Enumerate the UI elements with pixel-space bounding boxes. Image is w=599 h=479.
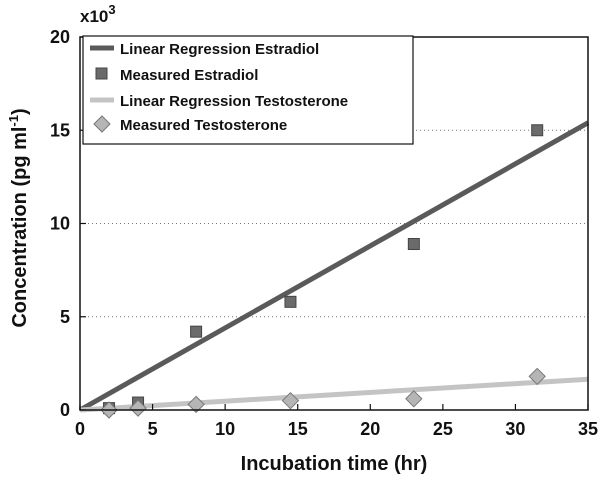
data-point-estradiol bbox=[407, 238, 420, 251]
legend-label: Linear Regression Estradiol bbox=[120, 41, 319, 58]
y-multiplier-exponent: 3 bbox=[108, 2, 115, 17]
y-tick-label: 20 bbox=[50, 27, 70, 47]
x-tick-label: 15 bbox=[288, 419, 308, 439]
legend-item-measured-estradiol: Measured Estradiol bbox=[95, 67, 258, 84]
data-point-testosterone bbox=[405, 390, 423, 408]
x-tick-label: 25 bbox=[433, 419, 453, 439]
legend-item-linear-regression-testosterone: Linear Regression Testosterone bbox=[90, 93, 348, 110]
x-tick-label: 20 bbox=[360, 419, 380, 439]
legend-item-measured-testosterone: Measured Testosterone bbox=[93, 115, 287, 134]
y-tick-label: 15 bbox=[50, 120, 70, 140]
regression-line bbox=[78, 120, 590, 413]
data-point-estradiol bbox=[531, 124, 544, 137]
data-point-testosterone bbox=[187, 395, 205, 414]
y-axis-label: Concentration (pg ml-1) bbox=[6, 108, 31, 327]
data-point-testosterone bbox=[528, 367, 546, 386]
legend-label: Linear Regression Testosterone bbox=[120, 93, 348, 110]
y-multiplier-label: x103 bbox=[80, 2, 116, 26]
data-point-estradiol bbox=[190, 325, 203, 338]
y-axis-label-end: ) bbox=[9, 108, 31, 115]
y-tick-label: 0 bbox=[60, 400, 70, 420]
legend-label: Measured Estradiol bbox=[120, 67, 258, 84]
x-tick-label: 0 bbox=[75, 419, 85, 439]
x-tick-label: 10 bbox=[215, 419, 235, 439]
x-tick-label: 5 bbox=[148, 419, 158, 439]
legend-diamond-marker bbox=[93, 115, 111, 133]
x-axis-label: Incubation time (hr) bbox=[241, 453, 428, 475]
y-tick-label: 5 bbox=[60, 307, 70, 327]
x-tick-label: 35 bbox=[578, 419, 598, 439]
legend-item-linear-regression-estradiol: Linear Regression Estradiol bbox=[90, 41, 319, 58]
legend-label: Measured Testosterone bbox=[120, 117, 287, 134]
data-point-testosterone bbox=[281, 391, 300, 410]
legend-box bbox=[82, 35, 414, 145]
y-multiplier-base: x10 bbox=[80, 7, 108, 26]
legend: Linear Regression Estradiol Measured Est… bbox=[82, 35, 414, 145]
y-axis-label-superscript: -1 bbox=[6, 115, 21, 127]
y-tick-label: 10 bbox=[50, 214, 70, 234]
data-point-estradiol bbox=[284, 295, 297, 308]
axis-ticks: 0 5 10 15 20 0 5 10 15 20 25 30 35 bbox=[50, 27, 598, 439]
x-tick-label: 30 bbox=[505, 419, 525, 439]
data-point-testosterone bbox=[129, 399, 147, 417]
y-axis-label-main: Concentration (pg ml bbox=[9, 127, 31, 328]
plot-series bbox=[78, 120, 590, 419]
regression-line bbox=[79, 376, 589, 413]
legend-square-marker bbox=[95, 67, 108, 80]
